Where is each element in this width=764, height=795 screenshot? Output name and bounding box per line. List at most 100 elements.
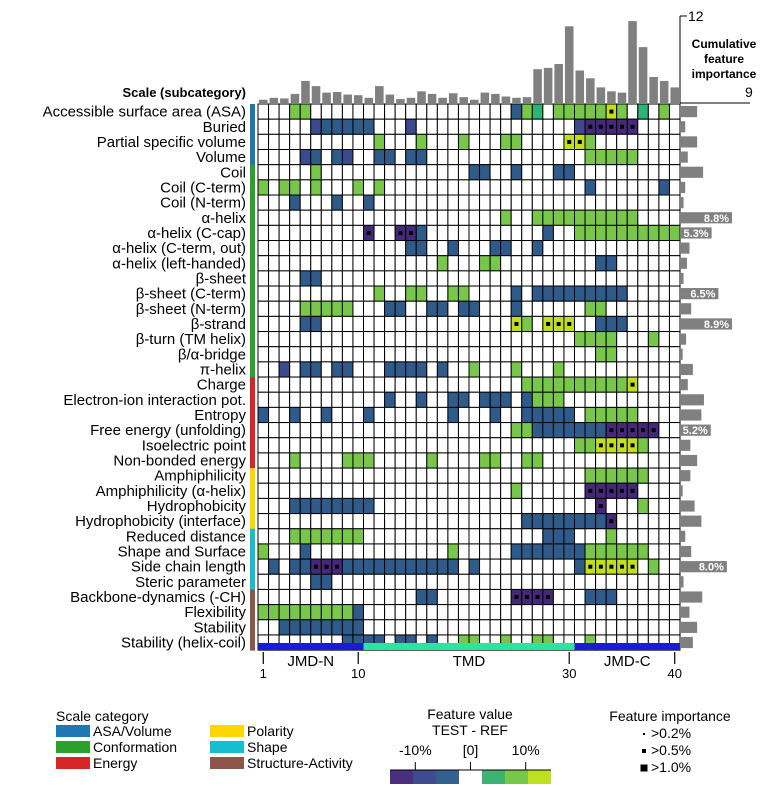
heatmap-cell [605,391,618,408]
importance-bar [681,500,695,512]
legend-feature-importance: Feature importance>0.2%>0.5%>1.0% [609,708,731,775]
category-strip-segment [250,574,255,590]
heatmap-cell [373,300,386,317]
heatmap-cell [341,179,354,196]
heatmap-cell [500,315,512,333]
heatmap-cell [436,315,449,333]
heatmap-cell [257,179,270,196]
heatmap-cell [394,604,407,621]
category-strip-segment [250,483,255,499]
heatmap-cell [394,406,407,424]
heatmap-cell [257,604,270,621]
heatmap-cell [595,103,607,120]
heatmap-cell [574,588,586,606]
heatmap-cell [521,194,533,211]
row-label: Coil [220,164,246,181]
heatmap-cell [457,528,470,545]
heatmap-cell [436,604,449,621]
heatmap-cell [310,376,322,393]
heatmap-cell [289,164,301,181]
category-strip [250,104,255,651]
heatmap-cell [584,209,597,226]
importance-bar [681,379,688,391]
heatmap-cell [531,497,544,515]
row-label: β/α-bridge [178,346,246,363]
heatmap-cell [668,437,681,454]
heatmap-cell [405,588,417,606]
heatmap-cell [436,376,449,393]
heatmap-cell [479,149,491,166]
heatmap-cell [373,482,386,499]
heatmap-cell [373,437,386,454]
heatmap-cell [384,285,396,302]
x-tick-label: 10 [351,666,365,681]
heatmap-cell [500,270,512,287]
heatmap-cell [500,573,512,590]
heatmap-cell [574,467,586,484]
value-scale-swatch [413,770,436,784]
heatmap-cell [257,391,270,408]
heatmap-cell [352,361,365,378]
heatmap-cell [268,528,280,545]
heatmap-cell [447,209,459,226]
heatmap-cell [584,467,597,484]
heatmap-cell [552,300,565,317]
heatmap-cell [415,103,428,120]
heatmap-cell [616,604,628,621]
heatmap-cell [584,194,597,211]
heatmap-cell [415,573,428,590]
heatmap-cell [510,331,523,348]
heatmap-cell [626,224,639,242]
heatmap-cell [394,543,407,560]
top-bar [396,99,405,103]
heatmap-cell [574,103,586,120]
heatmap-cell [415,285,428,302]
heatmap-cell [500,300,512,317]
heatmap-cell [394,513,407,530]
heatmap-cell [278,164,291,181]
heatmap-cell [479,543,491,560]
heatmap-cell [299,558,312,575]
heatmap-cell [289,255,301,272]
sequence-part-label: TMD [453,653,486,670]
heatmap-cell [574,240,586,257]
heatmap-cell [341,149,354,166]
heatmap-cell [489,406,502,424]
legend-label: Conformation [93,739,177,755]
heatmap-cell [521,255,533,272]
importance-marker [630,428,635,433]
importance-marker [619,428,624,433]
heatmap-cell [637,467,649,484]
heatmap-cell [457,209,470,226]
heatmap-cell [447,179,459,196]
importance-bar [681,272,684,285]
heatmap-cell [415,240,428,257]
heatmap-cell [426,300,438,317]
row-label: Backbone-dynamics (-CH) [70,589,246,606]
heatmap-cell [299,194,312,211]
heatmap-cell [384,149,396,166]
heatmap-cell [447,118,459,135]
importance-bar [681,181,686,194]
heatmap-cell [563,270,576,287]
heatmap-cell [658,331,670,348]
heatmap-cell [616,133,628,151]
importance-marker [577,139,582,144]
heatmap-cell [637,406,649,424]
heatmap-cell [647,255,660,272]
heatmap-cell [278,149,291,166]
heatmap-cell [405,406,417,424]
heatmap-cell [373,604,386,621]
row-label: Volume [196,149,246,166]
heatmap-cell [605,133,618,151]
heatmap-cell [341,361,354,378]
heatmap-cell [574,406,586,424]
heatmap-cell [363,406,375,424]
heatmap-cell [363,543,375,560]
heatmap-cell [510,103,523,120]
heatmap-cell [384,361,396,378]
heatmap-cell [363,300,375,317]
heatmap-cell [637,300,649,317]
heatmap-cell [647,376,660,393]
heatmap-cell [363,179,375,196]
